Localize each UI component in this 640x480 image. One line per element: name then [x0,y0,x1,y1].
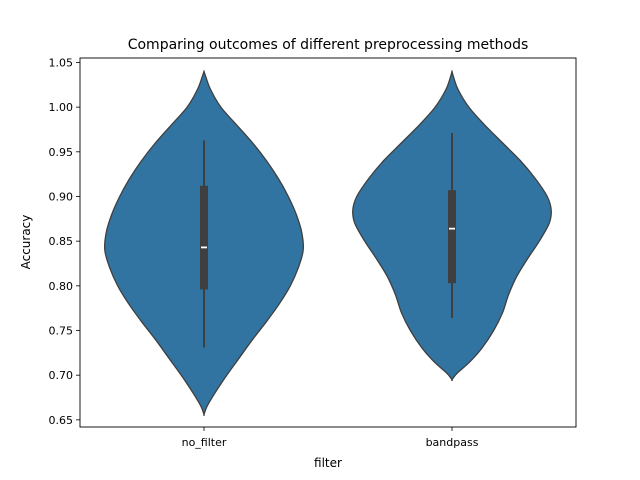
y-tick-label: 0.90 [49,190,74,203]
chart-title: Comparing outcomes of different preproce… [128,37,529,53]
iqr-box [448,190,456,284]
y-tick-label: 0.70 [49,369,74,382]
y-tick-label: 0.85 [49,235,74,248]
violin-bandpass [352,70,552,382]
x-tick-label: no_filter [182,436,227,449]
y-tick-label: 0.95 [49,146,74,159]
x-tick-label: bandpass [426,436,479,449]
y-tick-label: 1.00 [49,101,74,114]
y-tick-label: 1.05 [49,56,74,69]
plot-frame [79,57,577,428]
iqr-box [200,185,208,290]
violin-no_filter [103,70,305,417]
y-tick-label: 0.80 [49,280,74,293]
x-axis: no_filter bandpass [182,427,479,449]
y-tick-label: 0.65 [49,414,74,427]
y-axis-label: Accuracy [19,215,33,270]
violins [103,70,552,417]
y-tick-label: 0.75 [49,325,74,338]
x-axis-label: filter [314,456,342,470]
y-axis: 0.65 0.70 0.75 0.80 0.85 0.90 0.95 1.00 1.05 [49,56,80,427]
